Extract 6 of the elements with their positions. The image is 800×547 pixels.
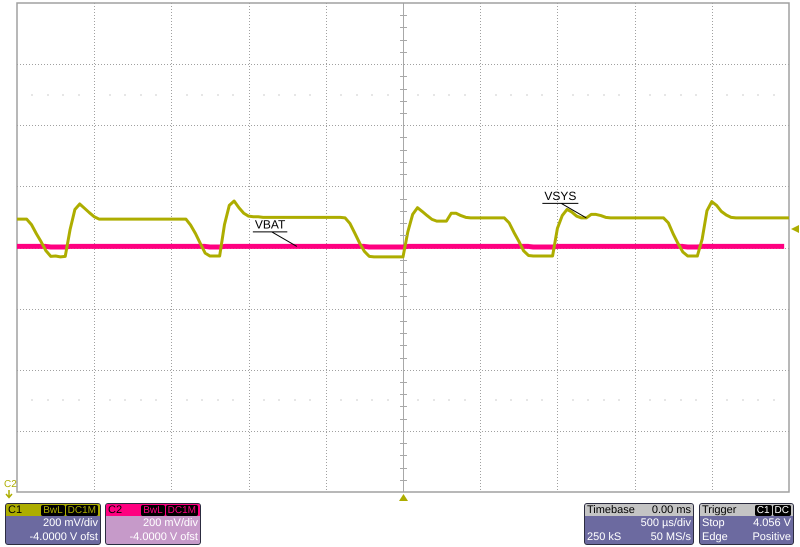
channel-panel: C2 BwL DC1M 200 mV/div -4.0000 V ofst: [105, 503, 201, 545]
text: C2: [4, 479, 17, 490]
series-label: VSYS: [544, 188, 576, 203]
timebase-panel: Timebase 0.00 ms 500 µs/div 250 kS 50 MS/s: [584, 503, 694, 545]
channel-panel: C1 BwL DC1M 200 mV/div -4.0000 V ofst: [5, 503, 101, 545]
trigger-panel: Trigger C1 DC Stop 4.056 V Edge Positive: [699, 503, 794, 545]
